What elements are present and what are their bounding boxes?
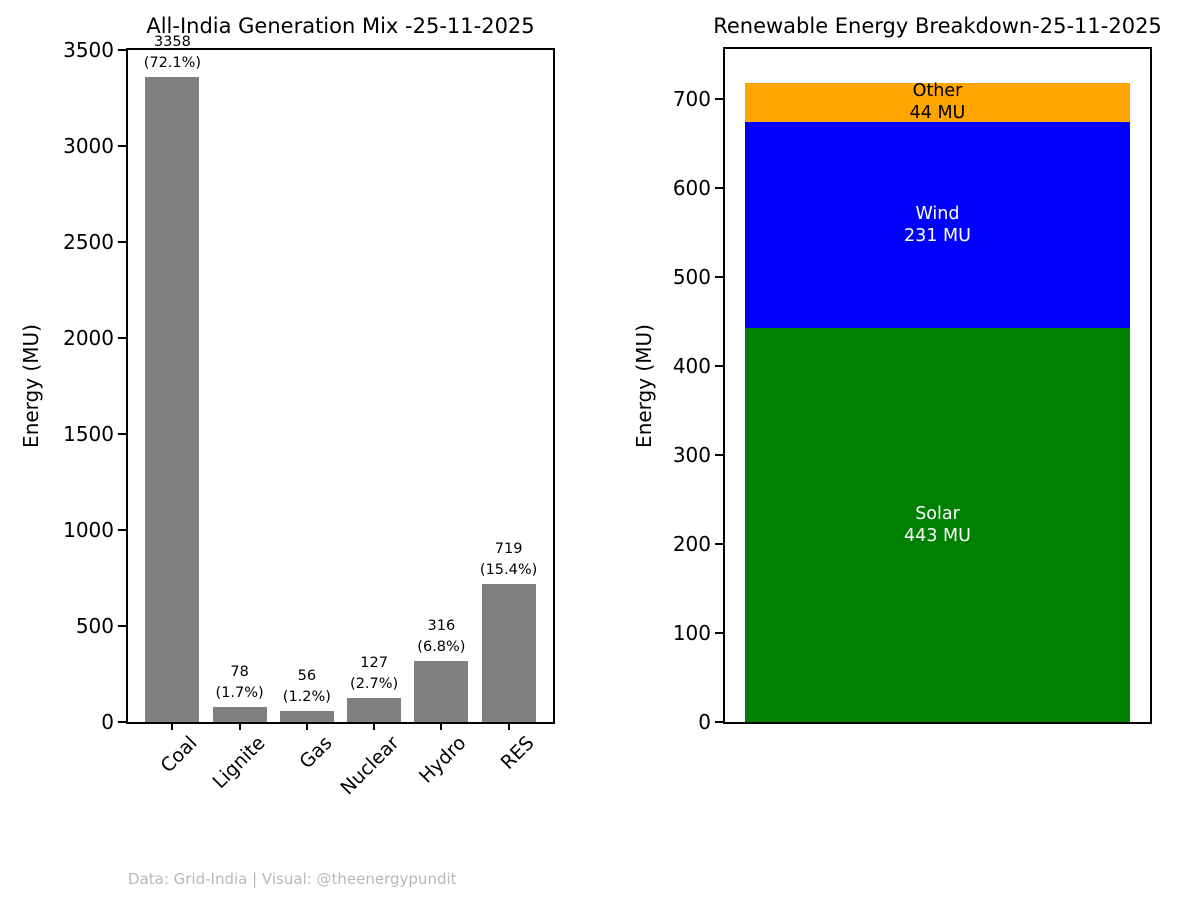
bar-lignite bbox=[212, 707, 267, 722]
renewable-breakdown-y-axis-label: Energy (MU) bbox=[632, 324, 656, 448]
y-tick-mark bbox=[118, 145, 126, 147]
bar-value-label-nuclear: 127 (2.7%) bbox=[350, 654, 399, 692]
segment-other: Other 44 MU bbox=[744, 81, 1131, 124]
y-tick-mark bbox=[118, 433, 126, 435]
generation-mix-plot-area: 0 500 1000 1500 2000 2500 3000 3500 3358 (72.1%)… bbox=[63, 34, 555, 799]
y-tick-label: 200 bbox=[672, 531, 711, 556]
y-tick-mark bbox=[118, 721, 126, 723]
y-tick-mark bbox=[118, 49, 126, 51]
y-tick-label: 700 bbox=[672, 86, 711, 111]
generation-mix-title: All-India Generation Mix -25-11-2025 bbox=[146, 14, 535, 38]
bar-value-label-hydro: 316 (6.8%) bbox=[417, 618, 466, 656]
bar-value-label-res: 719 (15.4%) bbox=[479, 540, 538, 578]
x-tick-mark bbox=[507, 722, 510, 730]
y-tick-mark bbox=[715, 97, 723, 100]
y-tick-label: 500 bbox=[75, 614, 114, 638]
y-tick-label: 1500 bbox=[63, 422, 114, 446]
y-tick-mark bbox=[715, 542, 723, 545]
y-tick-label: 100 bbox=[672, 620, 711, 645]
y-tick-mark bbox=[118, 337, 126, 339]
segment-label-other: Other 44 MU bbox=[909, 81, 966, 124]
y-tick-label: 2500 bbox=[63, 230, 114, 254]
renewable-breakdown-title: Renewable Energy Breakdown-25-11-2025 bbox=[713, 14, 1162, 38]
segment-label-wind: Wind 231 MU bbox=[904, 203, 971, 246]
x-tick-label-hydro: Hydro bbox=[415, 732, 471, 788]
y-tick-label: 3000 bbox=[63, 134, 114, 158]
x-tick-label-gas: Gas bbox=[295, 732, 337, 774]
segment-solar: Solar 443 MU bbox=[744, 327, 1131, 722]
y-tick-mark bbox=[715, 721, 723, 723]
segment-wind: Wind 231 MU bbox=[744, 122, 1131, 328]
x-tick-mark bbox=[373, 722, 376, 730]
x-tick-mark bbox=[440, 722, 443, 730]
y-tick-label: 500 bbox=[672, 264, 711, 289]
y-tick-label: 0 bbox=[101, 710, 114, 734]
y-tick-label: 0 bbox=[698, 710, 711, 734]
bar-value-label-lignite: 78 (1.7%) bbox=[215, 664, 264, 702]
y-tick-mark bbox=[715, 453, 723, 456]
generation-mix-y-axis-label: Energy (MU) bbox=[19, 324, 43, 448]
y-tick-mark bbox=[118, 625, 126, 627]
x-tick-mark bbox=[171, 722, 174, 730]
x-tick-label-coal: Coal bbox=[156, 732, 202, 778]
y-tick-label: 600 bbox=[672, 175, 711, 200]
y-tick-mark bbox=[118, 241, 126, 243]
bar-res bbox=[481, 583, 536, 722]
segment-label-solar: Solar 443 MU bbox=[904, 503, 971, 546]
x-tick-mark bbox=[305, 722, 308, 730]
renewable-breakdown-plot-area: 0 100 200 300 400 500 600 700 Solar 443 MU Wind 2… bbox=[673, 47, 1152, 734]
x-tick-mark bbox=[238, 722, 241, 730]
y-tick-mark bbox=[715, 275, 723, 278]
y-tick-label: 300 bbox=[672, 442, 711, 467]
bar-value-label-coal: 3358 (72.1%) bbox=[143, 34, 202, 72]
bar-value-label-gas: 56 (1.2%) bbox=[282, 668, 331, 706]
y-tick-mark bbox=[715, 364, 723, 367]
attribution-text: Data: Grid-India | Visual: @theenergypun… bbox=[128, 870, 457, 888]
bar-hydro bbox=[414, 661, 469, 722]
y-tick-label: 2000 bbox=[63, 326, 114, 350]
y-tick-mark bbox=[715, 631, 723, 634]
y-tick-mark bbox=[118, 529, 126, 531]
y-tick-label: 3500 bbox=[63, 38, 114, 62]
y-tick-mark bbox=[715, 186, 723, 189]
y-tick-label: 1000 bbox=[63, 518, 114, 542]
bar-gas bbox=[279, 711, 334, 722]
bar-nuclear bbox=[347, 697, 402, 722]
bar-coal bbox=[145, 77, 200, 722]
y-tick-label: 400 bbox=[672, 353, 711, 378]
x-tick-label-nuclear: Nuclear bbox=[336, 732, 404, 800]
